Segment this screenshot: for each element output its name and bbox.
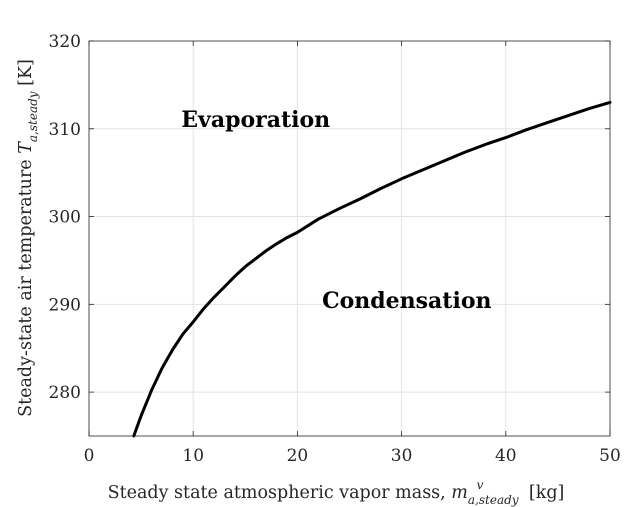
x-tick-label: 50	[599, 446, 621, 466]
x-tick-label: 0	[84, 446, 95, 466]
region-label: Condensation	[322, 288, 491, 314]
y-tick-label: 280	[49, 383, 81, 403]
y-tick-label: 290	[49, 295, 81, 315]
x-axis-label: Steady state atmospheric vapor mass, ma,…	[108, 478, 565, 507]
x-tick-label: 10	[182, 446, 204, 466]
ticks: 0 10 20 30 40 50 280 290 300 310 320	[49, 32, 621, 466]
annotations: Evaporation Condensation	[181, 107, 491, 314]
x-axis-label-text: Steady state atmospheric vapor mass,	[108, 483, 452, 503]
y-axis-label-sub: a,steady	[26, 91, 40, 142]
x-axis-label-sup: v	[477, 478, 484, 492]
y-tick-label: 300	[49, 208, 81, 228]
x-tick-label: 20	[287, 446, 309, 466]
plot-area	[89, 41, 610, 436]
y-tick-label: 310	[49, 120, 81, 140]
x-axis-label-unit: [kg]	[523, 483, 564, 503]
x-tick-label: 40	[495, 446, 517, 466]
series-line	[132, 100, 612, 438]
y-tick-label: 320	[49, 32, 81, 52]
x-tick-label: 30	[391, 446, 413, 466]
plot-frame	[88, 40, 611, 437]
y-axis-label-var: T	[16, 141, 36, 154]
series-layer	[132, 100, 612, 438]
y-axis-label-unit: [K]	[16, 59, 36, 91]
y-axis-label: Steady-state air temperature Ta,steady […	[16, 59, 40, 417]
x-axis-label-sub: a,steady	[468, 493, 519, 507]
y-axis-label-text: Steady-state air temperature	[16, 154, 36, 417]
region-label: Evaporation	[181, 107, 330, 133]
x-axis-label-var: m	[451, 483, 468, 503]
